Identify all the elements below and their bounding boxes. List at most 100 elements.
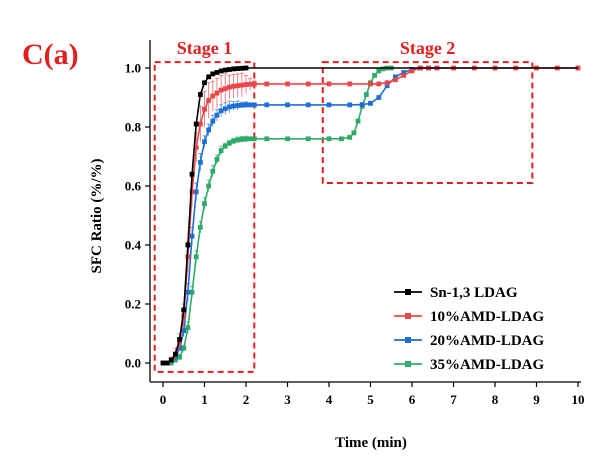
data-point — [206, 127, 212, 133]
data-point — [160, 360, 166, 366]
y-axis-title: SFC Ratio (%/%) — [89, 159, 105, 274]
data-point — [305, 136, 311, 142]
data-point — [305, 81, 311, 87]
legend-marker — [405, 289, 411, 295]
data-point — [264, 102, 270, 108]
data-point — [239, 82, 245, 88]
data-point — [285, 81, 290, 87]
data-point — [363, 92, 369, 97]
data-point — [227, 84, 232, 90]
legend-label: 20%AMD-LDAG — [430, 333, 544, 349]
panel-label: C(a) — [22, 38, 79, 71]
data-point — [189, 233, 195, 239]
data-point — [202, 139, 207, 145]
data-point — [285, 102, 290, 108]
stage-2-box — [321, 61, 534, 185]
data-point — [218, 108, 224, 114]
legend-label: 10%AMD-LDAG — [430, 309, 544, 325]
y-tick-label: 0.6 — [125, 179, 142, 194]
x-tick-label: 7 — [450, 392, 457, 407]
data-point — [368, 101, 373, 106]
data-point — [214, 70, 220, 75]
data-point — [173, 351, 178, 357]
data-point — [210, 118, 216, 124]
data-point — [210, 71, 216, 77]
data-point — [189, 171, 195, 177]
data-point — [376, 68, 382, 74]
data-point — [168, 357, 174, 363]
data-point — [243, 102, 249, 108]
data-point — [351, 130, 357, 136]
data-point — [189, 289, 195, 295]
data-point — [231, 66, 236, 72]
data-point — [202, 80, 207, 86]
data-point — [177, 337, 182, 342]
data-point — [243, 82, 249, 87]
x-tick-label: 6 — [409, 392, 416, 407]
data-point — [372, 72, 378, 78]
data-point — [177, 354, 182, 360]
data-point — [227, 140, 232, 146]
data-point — [177, 339, 182, 345]
x-tick-label: 1 — [201, 392, 208, 407]
data-point — [206, 74, 212, 80]
data-point — [214, 112, 220, 118]
data-point — [347, 81, 353, 87]
stage-1-label: Stage 1 — [177, 38, 233, 58]
stage-1-box — [153, 61, 256, 373]
legend-label: Sn-1,3 LDAG — [430, 285, 518, 301]
data-point — [222, 67, 228, 73]
data-point — [243, 136, 249, 142]
data-point — [206, 183, 212, 189]
x-tick-label: 3 — [284, 392, 291, 407]
data-point — [214, 157, 220, 162]
data-point — [247, 102, 253, 108]
x-tick-label: 8 — [492, 392, 499, 407]
stage-2-label: Stage 2 — [400, 38, 456, 58]
data-point — [202, 106, 207, 112]
data-point — [239, 136, 245, 142]
data-point — [197, 160, 203, 165]
data-point — [193, 121, 199, 127]
data-point — [210, 168, 216, 174]
legend-marker — [405, 337, 411, 343]
y-ticks: 0.0 0.2 0.4 0.6 0.8 1.0 — [125, 61, 150, 371]
data-point — [164, 360, 170, 366]
data-point — [243, 65, 249, 71]
data-point — [181, 345, 187, 351]
data-point — [326, 136, 332, 142]
data-point — [193, 254, 199, 260]
data-point — [222, 106, 228, 112]
data-point — [401, 70, 407, 75]
data-point — [197, 92, 203, 97]
data-point — [185, 325, 191, 330]
x-tick-label: 0 — [160, 392, 167, 407]
data-point — [285, 136, 290, 142]
x-tick-label: 5 — [367, 392, 374, 407]
data-point — [185, 242, 191, 248]
data-point — [239, 65, 245, 71]
legend: Sn-1,3 LDAG 10%AMD-LDAG 20%AMD-LDAG 35%AMD-… — [394, 285, 544, 373]
data-point — [305, 102, 311, 108]
data-point — [227, 67, 232, 72]
y-tick-label: 0.0 — [125, 356, 141, 371]
data-point — [239, 102, 245, 108]
data-point — [251, 136, 257, 142]
stage-annotations: Stage 1 Stage 2 — [153, 38, 534, 373]
data-point — [376, 95, 382, 100]
data-point — [264, 136, 270, 142]
data-point — [189, 189, 195, 195]
data-point — [409, 68, 415, 74]
data-point — [376, 81, 382, 87]
x-tick-label: 9 — [533, 392, 540, 407]
data-point — [197, 224, 203, 230]
series-1 — [160, 65, 578, 366]
data-point — [235, 137, 241, 143]
x-ticks: 0 1 2 3 4 5 6 7 8 9 10 — [160, 382, 585, 407]
data-point — [231, 83, 236, 89]
data-point — [368, 81, 373, 87]
data-point — [401, 72, 407, 78]
legend-marker — [405, 361, 411, 367]
data-point — [347, 134, 353, 140]
